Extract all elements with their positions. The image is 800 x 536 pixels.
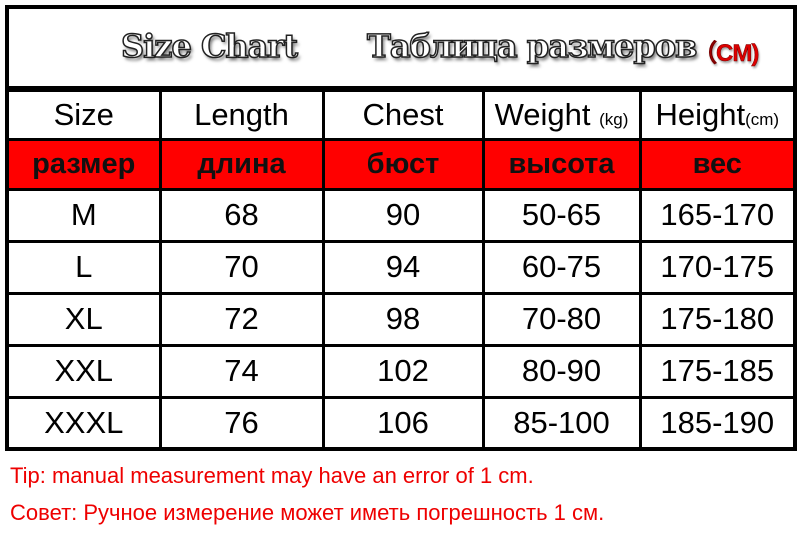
header-cell: Height(cm) xyxy=(638,89,793,141)
cell: L xyxy=(9,239,162,295)
header-cell-ru: размер xyxy=(9,138,162,191)
cell: 80-90 xyxy=(481,343,642,399)
cell: 68 xyxy=(158,188,325,243)
cell: 94 xyxy=(321,239,485,295)
cell: XXL xyxy=(9,343,162,399)
cell: 76 xyxy=(158,395,325,447)
header-cell: Size xyxy=(9,89,162,141)
note-en: Tip: manual measurement may have an erro… xyxy=(10,463,534,488)
table-row: XXL 74 102 80-90 175-185 xyxy=(9,343,793,399)
header-cell: Length xyxy=(158,89,325,141)
cell: 70-80 xyxy=(481,291,642,347)
header-cell: Weight (kg) xyxy=(481,89,642,141)
cell: XL xyxy=(9,291,162,347)
size-chart-table-frame: Size Chart Таблица размеров （CM) Size Le… xyxy=(5,5,797,451)
header-cell-ru: вес xyxy=(638,138,793,191)
header-cell-ru: высота xyxy=(481,138,642,191)
cell: M xyxy=(9,188,162,243)
cell: 102 xyxy=(321,343,485,399)
size-table: Size Length Chest Weight (kg) Height(cm)… xyxy=(9,89,793,447)
table-row: XL 72 98 70-80 175-180 xyxy=(9,291,793,347)
cell: 165-170 xyxy=(638,188,793,243)
cell: 98 xyxy=(321,291,485,347)
cell: 175-185 xyxy=(638,343,793,399)
cell: XXXL xyxy=(9,395,162,447)
header-cell-ru: бюст xyxy=(321,138,485,191)
cell: 72 xyxy=(158,291,325,347)
cell: 74 xyxy=(158,343,325,399)
title-row: Size Chart Таблица размеров （CM) xyxy=(9,9,793,89)
header-row-ru: размер длина бюст высота вес xyxy=(9,138,793,191)
title-en: Size Chart xyxy=(120,26,299,66)
cell: 106 xyxy=(321,395,485,447)
note-ru: Совет: Ручное измерение может иметь погр… xyxy=(10,500,605,525)
header-cell: Chest xyxy=(321,89,485,141)
title-ru: Таблица размеров xyxy=(366,26,698,66)
header-row: Size Length Chest Weight (kg) Height(cm) xyxy=(9,89,793,141)
header-cell-ru: длина xyxy=(158,138,325,191)
cell: 90 xyxy=(321,188,485,243)
cell: 185-190 xyxy=(638,395,793,447)
cell: 170-175 xyxy=(638,239,793,295)
cell: 70 xyxy=(158,239,325,295)
table-row: L 70 94 60-75 170-175 xyxy=(9,239,793,295)
cell: 60-75 xyxy=(481,239,642,295)
table-row: XXXL 76 106 85-100 185-190 xyxy=(9,395,793,447)
cell: 50-65 xyxy=(481,188,642,243)
cell: 175-180 xyxy=(638,291,793,347)
cell: 85-100 xyxy=(481,395,642,447)
title-unit: （CM) xyxy=(693,40,760,68)
table-row: M 68 90 50-65 165-170 xyxy=(9,188,793,243)
